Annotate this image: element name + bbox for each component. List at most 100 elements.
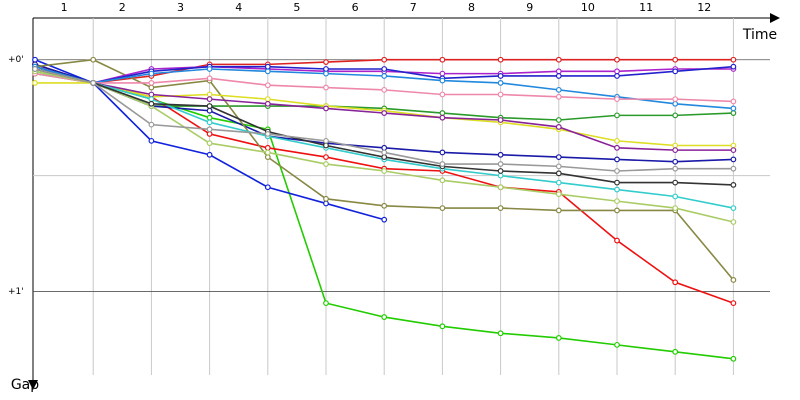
point — [497, 168, 504, 174]
point — [206, 96, 213, 103]
point — [439, 110, 446, 116]
x-tick-label: 10 — [581, 1, 595, 14]
point — [206, 151, 213, 158]
point — [614, 156, 620, 163]
point — [323, 200, 329, 207]
point — [206, 119, 213, 126]
point — [148, 84, 155, 91]
point — [555, 86, 562, 93]
point — [439, 161, 446, 167]
point — [206, 131, 213, 137]
point — [555, 191, 562, 198]
point — [614, 56, 620, 63]
x-tick-label: 4 — [235, 1, 242, 14]
point — [439, 56, 446, 63]
point — [381, 73, 388, 79]
point — [323, 142, 329, 149]
point — [555, 179, 562, 186]
x-tick-label: 8 — [468, 1, 475, 14]
point — [323, 59, 329, 65]
point — [264, 68, 271, 75]
point — [323, 105, 329, 112]
x-tick-label: 12 — [697, 1, 711, 14]
point — [672, 68, 679, 75]
point — [672, 158, 679, 165]
point — [730, 56, 737, 63]
point — [614, 341, 620, 348]
point — [264, 63, 271, 70]
point — [264, 154, 271, 160]
point — [614, 68, 620, 75]
point — [206, 75, 213, 82]
x-tick-label: 3 — [177, 1, 184, 14]
point — [555, 335, 562, 341]
point — [672, 142, 679, 149]
point — [439, 77, 446, 84]
point — [381, 110, 388, 116]
point — [497, 330, 504, 337]
point — [206, 107, 213, 114]
point — [614, 186, 620, 193]
point — [323, 137, 329, 144]
point — [323, 70, 329, 77]
point — [264, 82, 271, 89]
point — [614, 73, 620, 79]
point — [206, 140, 213, 147]
point — [730, 219, 737, 225]
point — [439, 323, 446, 330]
point — [148, 121, 155, 128]
point — [672, 193, 679, 200]
x-arrow — [770, 13, 780, 23]
point — [555, 117, 562, 123]
point — [672, 165, 679, 172]
point — [614, 96, 620, 103]
point — [497, 91, 504, 98]
point — [730, 205, 737, 211]
point — [672, 56, 679, 63]
point — [32, 80, 38, 86]
point — [323, 161, 329, 167]
point — [555, 68, 562, 75]
point — [381, 86, 388, 93]
point — [323, 195, 329, 202]
point — [264, 96, 271, 103]
point — [672, 205, 679, 211]
point — [206, 126, 213, 133]
point — [672, 100, 679, 107]
point — [555, 56, 562, 63]
point — [497, 73, 504, 79]
point — [323, 300, 329, 307]
point — [32, 56, 38, 63]
point — [264, 131, 271, 137]
point — [614, 179, 620, 186]
point — [206, 66, 213, 72]
point — [439, 205, 446, 211]
point — [730, 300, 737, 307]
point — [555, 93, 562, 100]
point — [148, 100, 155, 107]
x-tick-label: 6 — [352, 1, 359, 14]
point — [555, 73, 562, 79]
point — [323, 154, 329, 160]
point — [614, 198, 620, 205]
point — [730, 277, 737, 283]
x-tick-label: 1 — [61, 1, 68, 14]
point — [381, 202, 388, 209]
point — [381, 168, 388, 174]
point — [90, 80, 97, 86]
point — [730, 147, 737, 154]
point — [264, 144, 271, 151]
point — [381, 154, 388, 160]
point — [206, 91, 213, 98]
point — [323, 66, 329, 72]
point — [555, 170, 562, 177]
point — [32, 66, 38, 72]
point — [439, 177, 446, 184]
point — [148, 80, 155, 86]
point — [381, 216, 388, 223]
point — [381, 56, 388, 63]
point — [730, 156, 737, 163]
point — [730, 98, 737, 105]
point — [439, 149, 446, 156]
point — [439, 114, 446, 121]
